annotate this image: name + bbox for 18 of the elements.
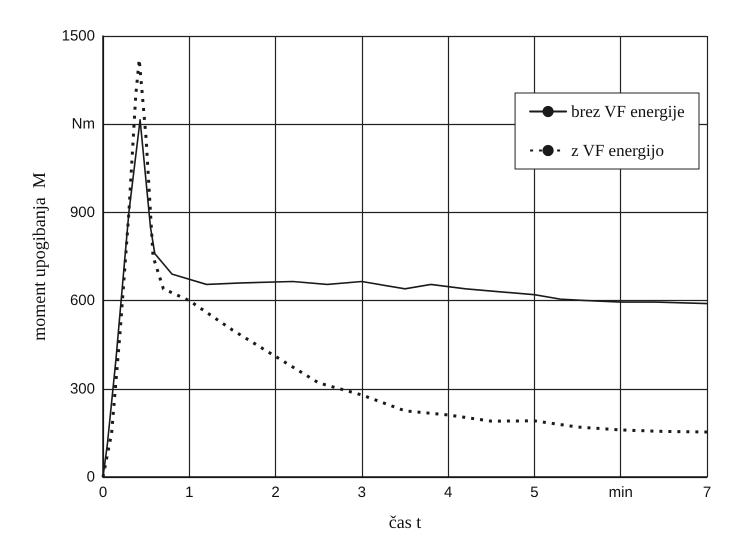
x-tick-label: 0: [98, 484, 108, 501]
legend-label: z VF energijo: [571, 141, 664, 160]
y-tick-label: Nm: [72, 116, 95, 133]
y-axis-title: moment upogibanja M: [29, 172, 49, 341]
x-tick-label: 4: [444, 484, 452, 501]
x-axis-title: čas t: [388, 512, 422, 532]
x-tick-label: 2: [271, 484, 280, 501]
x-tick-label: min: [608, 484, 633, 501]
y-tick-label: 300: [70, 380, 95, 398]
legend-label: brez VF energije: [571, 102, 685, 121]
y-tick-label: 0: [86, 468, 95, 486]
y-tick-label: 1500: [62, 28, 95, 44]
x-tick-label: 3: [358, 484, 366, 501]
y-tick-label: 600: [70, 292, 95, 310]
y-tick-label: 900: [70, 204, 95, 221]
x-tick-label: 1: [185, 484, 194, 501]
x-tick-label: 5: [530, 484, 539, 501]
x-tick-label: 7: [702, 484, 712, 501]
